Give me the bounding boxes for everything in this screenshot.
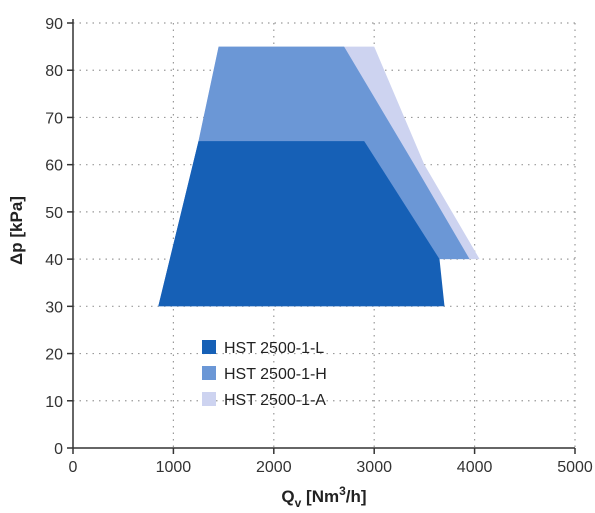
x-tick-label: 2000 (256, 459, 292, 476)
legend-swatch (202, 366, 216, 380)
y-tick-label: 70 (45, 110, 63, 127)
legend-swatch (202, 392, 216, 406)
x-tick-label: 0 (69, 459, 78, 476)
y-tick-label: 0 (54, 441, 63, 458)
x-tick-label: 1000 (156, 459, 192, 476)
legend-swatch (202, 340, 216, 354)
x-tick-label: 4000 (457, 459, 493, 476)
legend-label: HST 2500-1-A (224, 392, 326, 409)
y-axis-title: Δp [kPa] (7, 196, 26, 265)
y-tick-label: 50 (45, 205, 63, 222)
y-tick-label: 30 (45, 299, 63, 316)
y-tick-label: 20 (45, 347, 63, 364)
y-tick-label: 60 (45, 158, 63, 175)
area-hst-2500-1-l (158, 141, 445, 307)
tick-labels: 0 10 20 30 40 50 60 70 80 90 0 1000 2000 3000 4000 5000 (45, 16, 593, 476)
legend: HST 2500-1-L HST 2500-1-H HST 2500-1-A (202, 340, 327, 409)
x-axis-title: Qv [Nm3/h] (281, 484, 366, 510)
x-tick-label: 3000 (356, 459, 392, 476)
x-tick-label: 5000 (557, 459, 593, 476)
y-tick-label: 40 (45, 252, 63, 269)
y-tick-label: 80 (45, 63, 63, 80)
y-tick-label: 10 (45, 394, 63, 411)
data-areas (158, 46, 480, 307)
legend-label: HST 2500-1-L (224, 340, 324, 357)
y-tick-label: 90 (45, 16, 63, 33)
axes (67, 19, 576, 454)
legend-label: HST 2500-1-H (224, 366, 327, 383)
